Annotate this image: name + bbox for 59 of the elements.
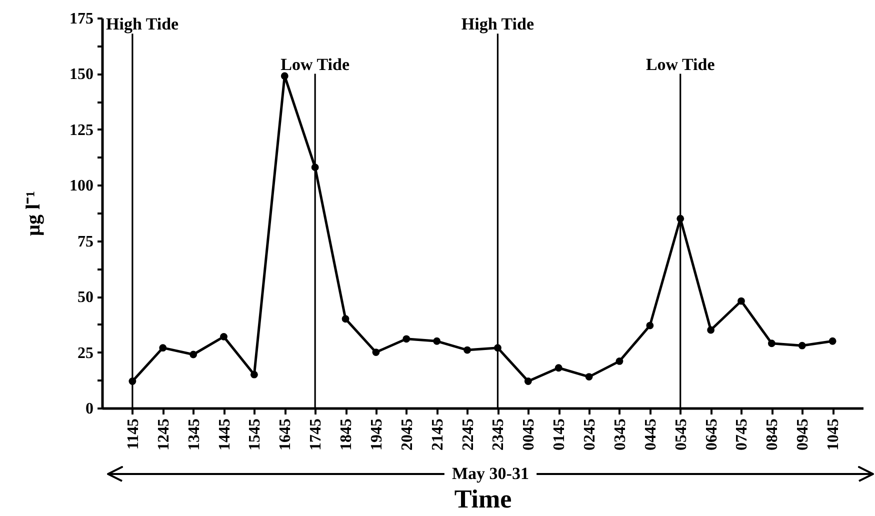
x-tick-label: 2245 (460, 418, 477, 450)
x-tick-label: 1445 (216, 418, 234, 450)
y-tick-label: 50 (78, 289, 94, 306)
point (280, 72, 288, 80)
x-tick-label: 1945 (368, 418, 386, 450)
x-tick-label: 2345 (490, 418, 508, 450)
y-tick-label: 25 (78, 344, 94, 362)
x-tick-label: 2045 (398, 418, 416, 450)
point (738, 297, 745, 305)
x-tick-label: 1645 (277, 418, 294, 450)
x-tick-label: 1345 (186, 418, 203, 450)
point (646, 322, 654, 330)
y-axis-title: µg l⁻¹ (22, 190, 44, 236)
point (616, 358, 624, 365)
point (250, 370, 258, 378)
point (798, 342, 806, 350)
ref-line-label: Low Tide (646, 54, 716, 74)
point (402, 335, 410, 343)
point (464, 346, 471, 354)
ref-line-label: Low Tide (280, 54, 350, 74)
ref-line-label: High Tide (106, 14, 180, 34)
x-tick-label: 1145 (124, 418, 142, 450)
point (768, 340, 776, 348)
x-tick-label: 0945 (794, 418, 812, 450)
x-tick-label: 1845 (338, 418, 356, 450)
point (433, 337, 441, 345)
y-tick-label: 150 (70, 66, 94, 84)
x-tick-label: 1245 (155, 418, 172, 450)
y-tick-label: 0 (86, 400, 94, 418)
point (190, 350, 198, 358)
x-tick-label: 0845 (764, 418, 782, 450)
x-axis-title: Time (454, 484, 512, 514)
y-tick-label: 75 (78, 233, 94, 250)
ref-line-label: High Tide (461, 14, 534, 34)
point (828, 337, 836, 345)
point (585, 373, 593, 380)
x-tick-label: 0345 (612, 418, 629, 450)
x-tick-label: 1045 (825, 418, 842, 450)
x-tick-label: 0745 (734, 418, 751, 450)
x-tick-label: 0445 (642, 418, 660, 450)
y-tick-label: 125 (70, 122, 94, 139)
text: May 30-31 (452, 464, 529, 483)
y-tick-label: 100 (70, 178, 94, 195)
point (707, 326, 715, 334)
x-tick-label: 0645 (703, 418, 720, 450)
x-tick-label: 0145 (551, 418, 568, 450)
x-tick-label: 0045 (520, 418, 538, 450)
x-tick-label: 2145 (429, 418, 446, 450)
point (372, 348, 380, 356)
x-tick-label: 0245 (582, 418, 599, 450)
point (342, 315, 350, 323)
point (159, 344, 167, 352)
x-tick-label: 0545 (672, 418, 690, 450)
point (524, 378, 532, 385)
x-tick-label: 1745 (308, 418, 325, 450)
point (220, 332, 228, 340)
y-tick-label: 175 (70, 10, 94, 28)
x-tick-label: 1545 (246, 418, 264, 450)
point (554, 364, 562, 372)
